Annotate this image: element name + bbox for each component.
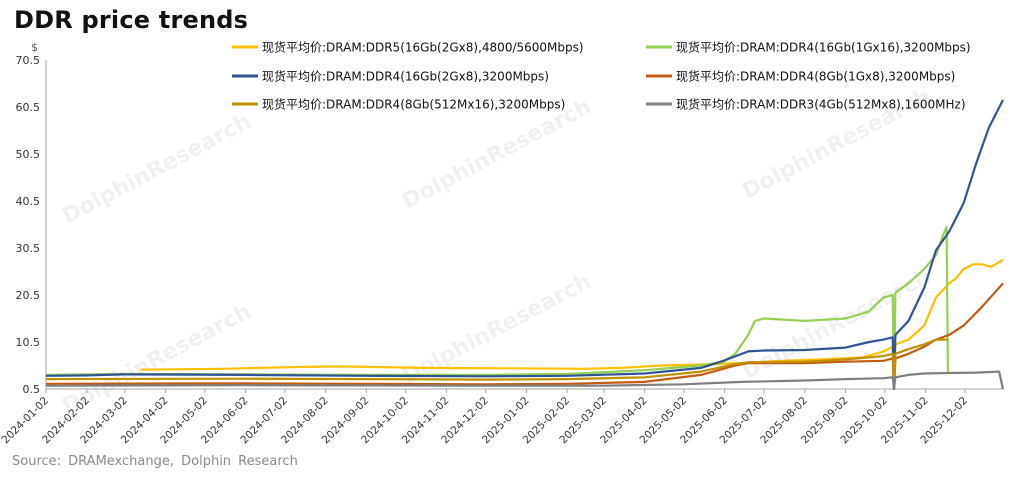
series-line-4 [45,282,1004,391]
line-chart: DolphinResearch DolphinResearch DolphinRes… [0,40,1005,446]
y-tick-label: 50.5 [16,148,41,161]
source-note: Source: DRAMexchange, Dolphin Research [12,454,298,469]
series-line-3 [45,99,1004,391]
y-tick-label: 30.5 [16,242,41,255]
y-tick-label: 60.5 [16,101,41,114]
y-axis-unit: $ [31,41,38,54]
chart-title: DDR price trends [14,6,249,34]
legend-label-1: 现货平均价:DRAM:DDR5(16Gb(2Gx8),4800/5600Mbps… [262,40,584,55]
series-line-1 [140,258,1004,391]
y-tick-label: 0.5 [23,383,41,396]
watermark-text: DolphinResearch [398,269,595,390]
legend-label-2: 现货平均价:DRAM:DDR4(16Gb(1Gx16),3200Mbps) [676,40,971,55]
legend-label-3: 现货平均价:DRAM:DDR4(16Gb(2Gx8),3200Mbps) [262,69,549,84]
legend-label-5: 现货平均价:DRAM:DDR4(8Gb(512Mx16),3200Mbps) [262,97,565,112]
series-line-2 [45,225,949,391]
watermark-text: DolphinResearch [398,94,595,215]
series-line-6 [45,370,1005,391]
y-tick-label: 10.5 [16,336,41,349]
y-tick-label: 70.5 [16,54,41,67]
series-line-5 [45,338,948,391]
watermark-text: DolphinResearch [58,109,255,230]
y-tick-label: 40.5 [16,195,41,208]
y-tick-label: 20.5 [16,289,41,302]
legend-label-4: 现货平均价:DRAM:DDR4(8Gb(1Gx8),3200Mbps) [676,69,955,84]
legend-label-6: 现货平均价:DRAM:DDR3(4Gb(512Mx8),1600MHz) [676,97,966,112]
